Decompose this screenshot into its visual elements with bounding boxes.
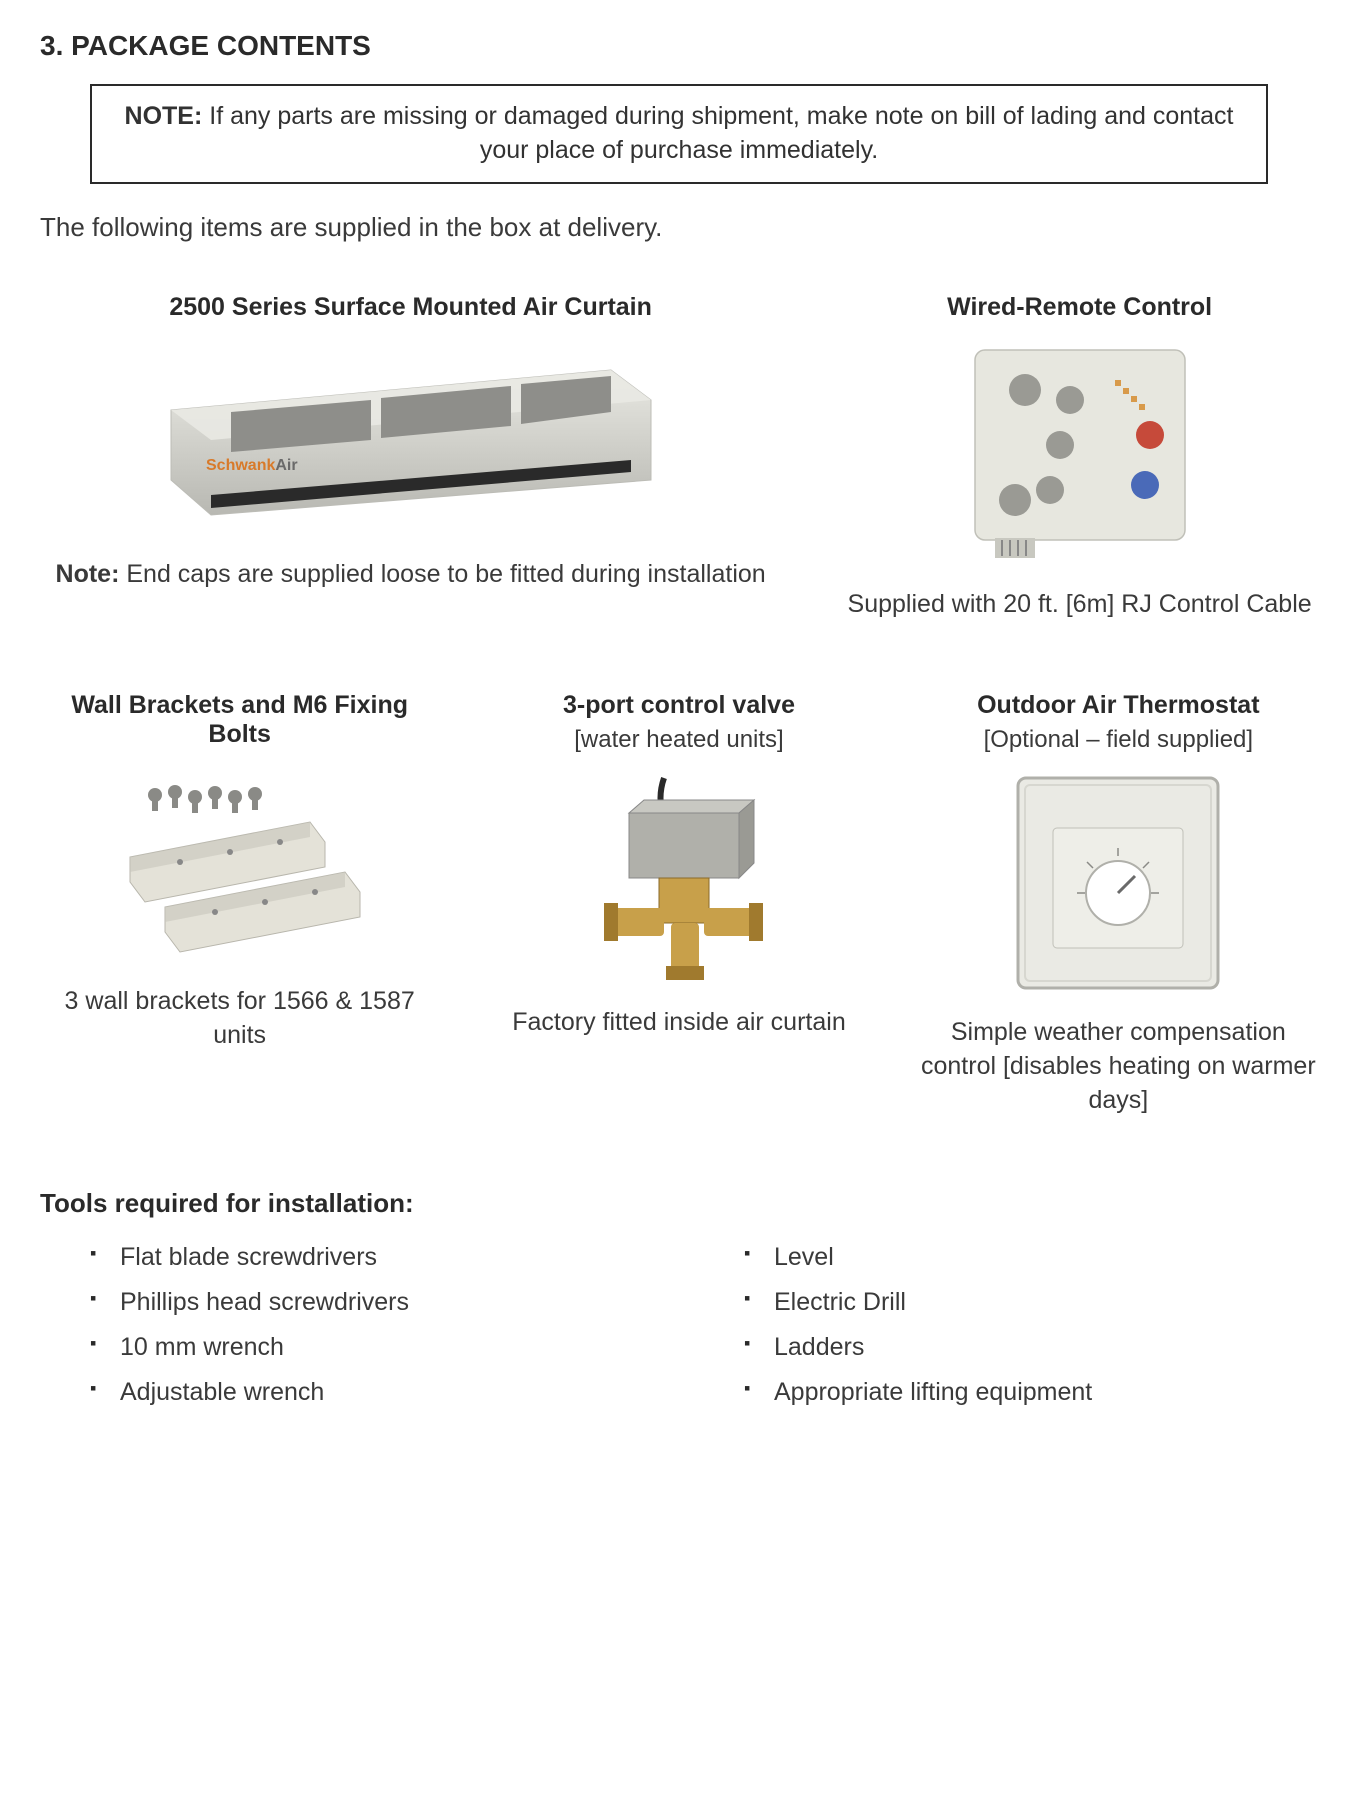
svg-text:SchwankAir: SchwankAir [206,457,298,474]
note-label: NOTE: [125,102,203,130]
remote-caption: Supplied with 20 ft. [6m] RJ Control Cab… [841,588,1318,622]
remote-image [841,340,1318,570]
tools-col-right: Level Electric Drill Ladders Appropriate… [744,1235,1318,1415]
air-curtain-image: SchwankAir [40,340,781,540]
item-valve: 3-port control valve [water heated units… [479,691,878,1117]
thermostat-title: Outdoor Air Thermostat [919,691,1318,720]
tool-item: Flat blade screwdrivers [90,1235,664,1280]
tool-item: Adjustable wrench [90,1370,664,1415]
thermostat-caption: Simple weather compensation control [dis… [919,1016,1318,1117]
section-heading: 3. PACKAGE CONTENTS [40,30,1318,62]
thermostat-image [919,768,1318,998]
item-remote: Wired-Remote Control [841,293,1318,622]
tools-heading: Tools required for installation: [40,1188,1318,1219]
bolts-icon [148,785,262,813]
tool-item: Appropriate lifting equipment [744,1370,1318,1415]
note-box: NOTE: If any parts are missing or damage… [90,84,1268,184]
tools-col-left: Flat blade screwdrivers Phillips head sc… [90,1235,664,1415]
valve-title: 3-port control valve [479,691,878,720]
tool-item: 10 mm wrench [90,1325,664,1370]
package-row-1: 2500 Series Surface Mounted Air Curtain [40,293,1318,622]
brackets-caption: 3 wall brackets for 1566 & 1587 units [40,985,439,1053]
package-row-2: Wall Brackets and M6 Fixing Bolts [40,691,1318,1117]
note-text: If any parts are missing or damaged duri… [202,102,1233,164]
air-curtain-caption: Note: End caps are supplied loose to be … [40,558,781,592]
item-thermostat: Outdoor Air Thermostat [Optional – field… [919,691,1318,1117]
brackets-title: Wall Brackets and M6 Fixing Bolts [40,691,439,749]
remote-title: Wired-Remote Control [841,293,1318,322]
thermostat-subtitle: [Optional – field supplied] [919,726,1318,754]
intro-text: The following items are supplied in the … [40,212,1318,243]
air-curtain-title: 2500 Series Surface Mounted Air Curtain [40,293,781,322]
tool-item: Ladders [744,1325,1318,1370]
tool-item: Phillips head screwdrivers [90,1280,664,1325]
brackets-image [40,767,439,967]
valve-subtitle: [water heated units] [479,726,878,754]
tools-columns: Flat blade screwdrivers Phillips head sc… [40,1235,1318,1415]
item-brackets: Wall Brackets and M6 Fixing Bolts [40,691,439,1117]
valve-image [479,768,878,988]
valve-caption: Factory fitted inside air curtain [479,1006,878,1040]
item-air-curtain: 2500 Series Surface Mounted Air Curtain [40,293,781,622]
tool-item: Level [744,1235,1318,1280]
tool-item: Electric Drill [744,1280,1318,1325]
